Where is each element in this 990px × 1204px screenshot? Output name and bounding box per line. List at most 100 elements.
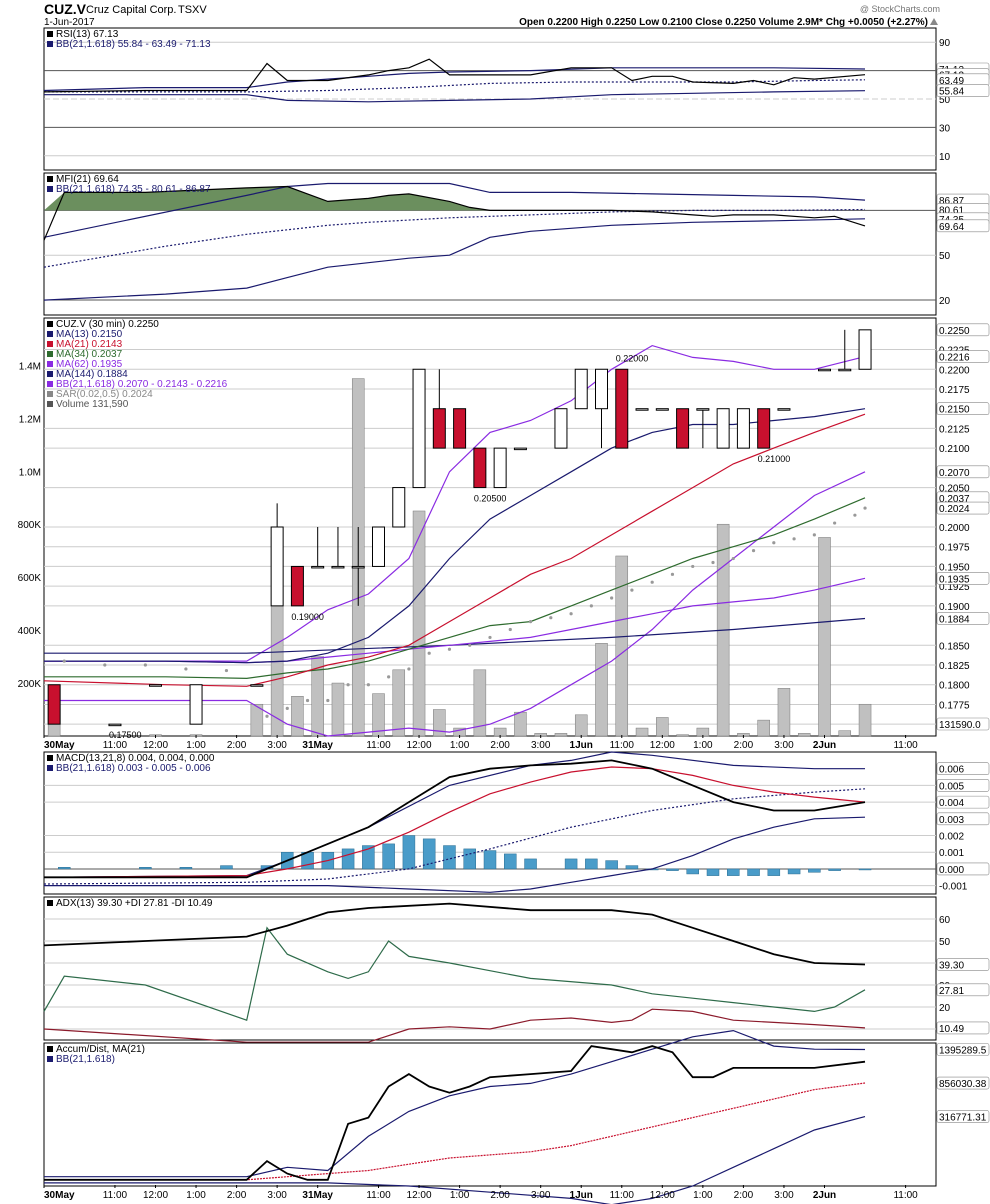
macd-histogram-bar <box>727 868 740 876</box>
sar-dot <box>488 635 492 640</box>
volume-bar <box>838 730 852 737</box>
macd-histogram-bar <box>666 868 679 871</box>
time-axis-label: 31May <box>302 1190 333 1201</box>
volume-bar <box>574 714 588 737</box>
time-axis-label: 2:00 <box>227 1190 247 1201</box>
mfi-bb-lower <box>43 218 866 301</box>
mfi-value-tag: 86.87 <box>939 196 964 207</box>
macd-panel <box>43 751 937 895</box>
candle-body <box>189 684 203 725</box>
legend-swatch <box>47 755 53 761</box>
volume-bar <box>392 669 406 737</box>
volume-tick-label: 200K <box>18 679 42 690</box>
time-axis-label: 12:00 <box>143 740 168 751</box>
macd-value-tag-box <box>936 779 990 792</box>
rsi-value-tag-box <box>936 84 990 98</box>
candle-body <box>453 408 467 449</box>
candle-body <box>412 368 426 489</box>
price-value-tag: 0.2216 <box>939 353 970 364</box>
legend-entry: Accum/Dist, MA(21) <box>56 1044 145 1055</box>
candle-body <box>473 447 487 489</box>
sar-dot <box>468 643 472 647</box>
volume-bar <box>493 727 507 737</box>
legend-entry: SAR(0.02,0.5) 0.2024 <box>56 389 153 400</box>
ad-value-tag: 316771.31 <box>939 1113 987 1124</box>
price-tick-label: 0.1900 <box>939 602 970 613</box>
legend-entry: MA(21) 0.2143 <box>56 339 123 350</box>
macd-bb-lower <box>44 816 866 893</box>
macd-histogram-bar <box>504 853 517 870</box>
ad-value-tag-box <box>936 1076 990 1090</box>
macd-value-tag-box <box>936 862 990 876</box>
macd-histogram-bar <box>483 850 497 870</box>
adx-value-tag: 27.81 <box>939 986 964 997</box>
adx-tick-label: 50 <box>939 937 951 948</box>
volume-value-tag: 131590.0 <box>939 720 981 731</box>
adx-tick-label: 60 <box>939 915 951 926</box>
candle-body <box>331 565 345 569</box>
price-value-tag-box <box>936 350 990 363</box>
ma34-line <box>44 497 866 680</box>
sar-dot <box>184 667 188 671</box>
candle-body <box>432 408 446 449</box>
volume-bar <box>473 669 487 737</box>
volume-bar <box>595 643 608 737</box>
price-value-tag-box <box>936 465 990 479</box>
sar-dot <box>569 612 573 616</box>
legend-entry: MA(13) 0.2150 <box>56 329 123 340</box>
macd-histogram-bar <box>382 843 395 870</box>
legend-swatch <box>47 1046 53 1052</box>
volume-bar <box>656 717 669 737</box>
time-axis-label: 1:00 <box>693 1190 713 1201</box>
rsi-tick-label: 90 <box>939 38 951 49</box>
price-value-tag: 0.2024 <box>939 504 970 515</box>
minus-di-line <box>43 1008 866 1043</box>
sar-dot <box>305 698 310 703</box>
time-axis-label: 30May <box>44 1190 75 1201</box>
macd-histogram-bar <box>524 858 537 870</box>
price-annotation: 0.22000 <box>616 353 649 363</box>
chart-date: 1-Jun-2017 <box>44 17 95 28</box>
volume-tick-label: 1.4M <box>19 361 41 372</box>
time-axis-label: 11:00 <box>103 1190 128 1201</box>
candle-body <box>736 408 750 449</box>
price-value-tag: 0.1935 <box>939 574 970 585</box>
sar-dot <box>326 698 330 703</box>
candle-body <box>372 526 385 567</box>
sar-dot <box>224 668 229 673</box>
adx-value-tag: 39.30 <box>939 961 964 972</box>
macd-tick-label: 0.002 <box>939 832 964 843</box>
volume-bar <box>291 696 304 737</box>
volume-bar <box>757 719 770 737</box>
price-value-tag-box <box>936 402 990 415</box>
candle-body <box>574 368 588 410</box>
ma144-line <box>44 617 866 654</box>
ad-ma-line <box>44 1082 866 1181</box>
legend-swatch <box>47 331 53 337</box>
rsi-tick-label: 50 <box>939 95 951 106</box>
sar-dot <box>62 659 66 663</box>
sar-dot <box>589 604 593 608</box>
macd-histogram-bar <box>747 868 760 876</box>
macd-value-tag: 0.006 <box>939 765 964 776</box>
candle-body <box>696 408 710 411</box>
legend-entry: MA(34) 0.2037 <box>56 349 123 360</box>
volume-bar <box>433 709 446 737</box>
time-axis-label: 2:00 <box>734 740 754 751</box>
volume-bar <box>554 733 568 737</box>
adx-value-tag: 10.49 <box>939 1024 964 1035</box>
mfi-tick-label: 50 <box>939 251 951 262</box>
macd-line <box>44 759 866 879</box>
price-tick-label: 0.1975 <box>939 543 970 554</box>
legend-swatch <box>47 351 53 357</box>
time-axis-label: 1:00 <box>186 1190 206 1201</box>
volume-bar <box>514 711 527 737</box>
volume-bar <box>635 727 649 737</box>
price-bb-lower <box>44 471 866 737</box>
macd-histogram-bar <box>362 845 375 870</box>
ad-value-tag-box <box>936 1043 990 1056</box>
volume-tick-label: 600K <box>18 573 42 584</box>
time-axis-label: 12:00 <box>407 740 432 751</box>
sar-dot <box>630 588 634 592</box>
candle-body <box>655 408 669 411</box>
